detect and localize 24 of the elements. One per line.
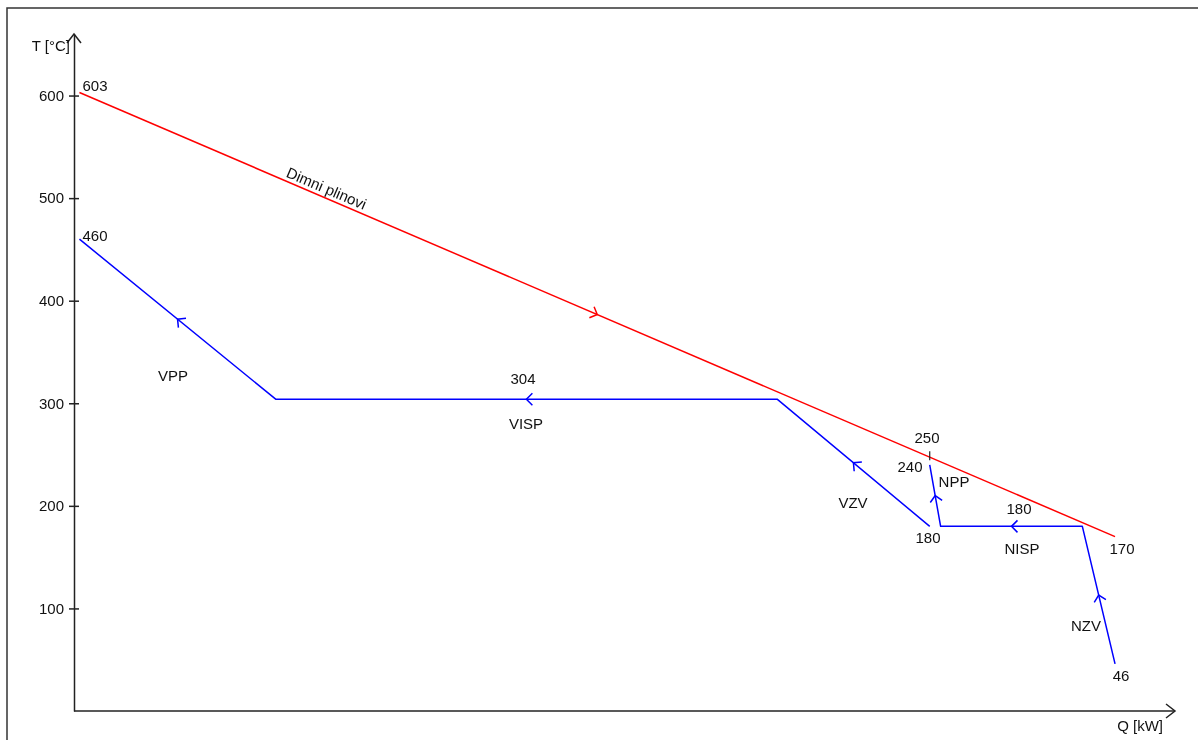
annotation: VZV [838, 493, 868, 511]
annotation: 180 [1006, 499, 1032, 517]
annotation: 180 [915, 528, 941, 546]
annotation: NZV [1071, 616, 1101, 634]
y-axis-title: T [°C] [31, 37, 70, 54]
annotation: NISP [1004, 539, 1040, 557]
text: Dimni plinovi [284, 163, 369, 213]
annotation: VISP [508, 414, 544, 432]
y-tick-label: 500 [38, 189, 64, 207]
annotation: 240 [897, 457, 923, 475]
y-tick-label: 600 [38, 86, 64, 104]
y-tick-label: 200 [38, 497, 64, 515]
annotation: 170 [1109, 539, 1135, 557]
x-axis-title: Q [kW] [1117, 717, 1163, 734]
annotation: VPP [157, 366, 189, 384]
annotation: NPP [938, 472, 970, 490]
annotation: 46 [1112, 666, 1130, 684]
y-tick-label: 300 [38, 394, 64, 412]
y-tick-label: 400 [38, 292, 64, 309]
annotation: 460 [82, 226, 108, 244]
annotation: 250 [914, 428, 940, 446]
annotation: 603 [82, 76, 108, 94]
y-tick-label: 100 [38, 599, 64, 617]
annotation: 304 [510, 369, 536, 387]
